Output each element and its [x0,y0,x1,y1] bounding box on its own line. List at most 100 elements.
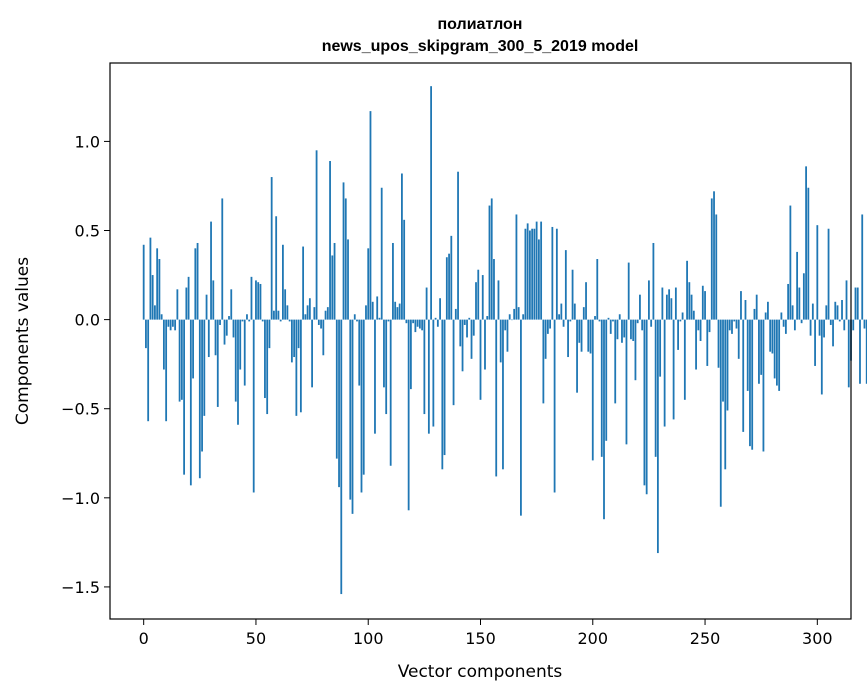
bar [257,282,260,320]
bar [203,319,206,416]
bar [542,319,545,404]
bar [490,198,493,320]
bar [338,319,340,488]
bar [167,319,170,327]
bar [778,319,781,391]
bar [672,319,675,420]
bar [210,221,212,320]
bar [392,242,394,320]
bar [596,259,599,320]
bar [434,317,437,320]
bar [623,319,626,338]
bar [767,301,769,320]
bar [443,319,446,456]
bar [340,319,343,595]
bar [158,259,161,320]
bar [176,289,179,320]
bar [180,319,183,400]
bar [376,296,379,320]
bar [618,314,621,320]
x-tick-label: 50 [246,629,266,648]
bar [652,242,655,320]
bar [843,319,846,331]
bar [264,319,266,399]
bar [650,319,653,327]
bar [546,319,549,334]
chart-subtitle: news_upos_skipgram_300_5_2019 model [322,38,639,55]
bar [515,214,518,320]
bar [531,228,534,320]
bar [537,239,540,320]
bar [809,319,812,336]
bar [151,275,154,320]
bar [380,187,383,320]
bar [811,303,814,320]
bar [587,319,590,352]
bar [701,285,704,320]
bar [621,319,623,343]
bar [441,319,444,470]
bar [261,319,264,322]
bar [564,250,567,320]
bar [499,319,502,363]
bar [760,319,763,375]
bar [401,173,403,320]
bar [825,305,828,320]
bar [567,319,569,358]
bar [744,300,747,320]
y-tick-label: −1.0 [61,489,100,508]
bar [540,221,543,320]
bar [683,319,686,400]
bar [692,310,695,320]
bar [470,319,473,359]
bar [178,319,181,402]
bar [468,317,471,320]
bar [466,319,468,338]
bar [753,308,756,320]
bar [421,319,424,331]
bar [726,319,729,411]
bar [852,319,855,331]
bar [185,287,188,320]
bar [306,305,309,320]
bar [758,319,760,384]
bar [558,314,560,320]
bar [609,319,612,334]
bar [356,319,358,322]
bar [780,312,783,320]
bar [773,319,776,379]
bar [347,239,349,320]
bar [670,298,673,320]
bar [414,319,417,333]
bar [394,301,397,320]
bar [677,319,679,350]
bar [526,223,529,320]
bar [183,319,185,475]
bar [461,319,464,372]
bar [205,294,208,320]
bar [627,262,630,320]
y-tick-label: 0.5 [75,222,100,241]
bar [481,275,484,320]
bar [362,319,365,475]
x-tick-label: 200 [577,629,608,648]
bar [409,319,412,390]
bar [147,319,150,422]
bar [214,319,217,356]
bar [308,298,311,320]
bar [688,282,691,320]
bar [724,319,727,470]
bar [297,319,300,349]
bar [475,282,477,320]
bar [250,276,253,320]
bar [228,316,230,320]
bar [820,319,823,395]
bar [439,298,441,320]
bar [477,269,480,320]
bar [342,182,345,320]
bar [668,289,671,320]
bar [728,319,731,331]
bar [212,280,215,320]
bar [603,319,605,520]
bar [607,317,610,320]
